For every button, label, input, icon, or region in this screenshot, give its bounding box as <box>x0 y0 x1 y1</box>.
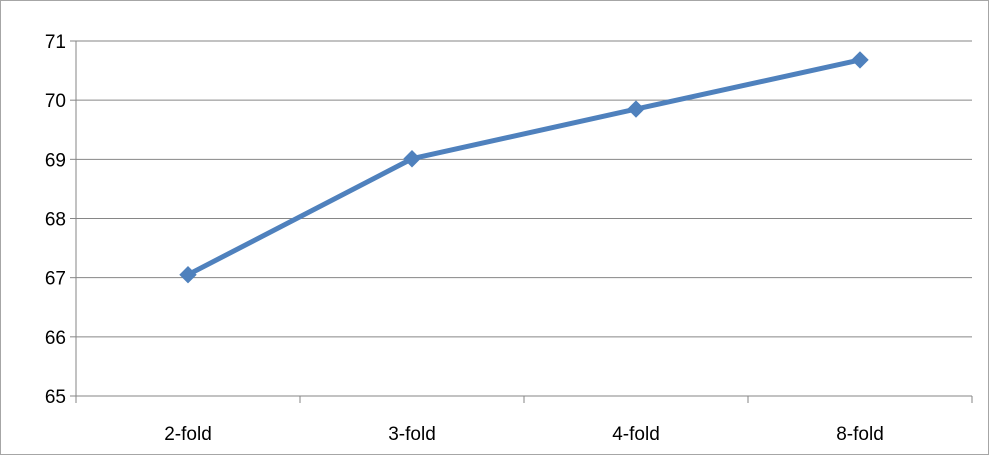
y-tick-label-66: 66 <box>45 328 66 349</box>
y-tick-label-71: 71 <box>45 32 66 53</box>
x-tick-labels: 2-fold 3-fold 4-fold 8-fold <box>164 424 884 445</box>
data-point-8-fold <box>851 51 869 69</box>
x-tick-label-3-fold: 3-fold <box>388 424 436 445</box>
data-point-2-fold <box>179 266 197 284</box>
axes <box>70 40 973 403</box>
x-tick-label-2-fold: 2-fold <box>164 424 212 445</box>
x-tick-label-4-fold: 4-fold <box>612 424 660 445</box>
x-tick-label-8-fold: 8-fold <box>836 424 884 445</box>
series-layer <box>179 51 869 284</box>
y-tick-label-69: 69 <box>45 150 66 171</box>
y-tick-label-65: 65 <box>45 387 66 408</box>
data-point-4-fold <box>627 100 645 118</box>
y-tick-label-70: 70 <box>45 91 66 112</box>
gridlines <box>76 40 972 338</box>
y-tick-labels: 65 66 67 68 69 70 71 <box>45 32 66 408</box>
data-point-3-fold <box>403 150 421 168</box>
y-tick-label-67: 67 <box>45 269 66 290</box>
y-tick-label-68: 68 <box>45 210 66 231</box>
series-line-0 <box>185 57 863 278</box>
